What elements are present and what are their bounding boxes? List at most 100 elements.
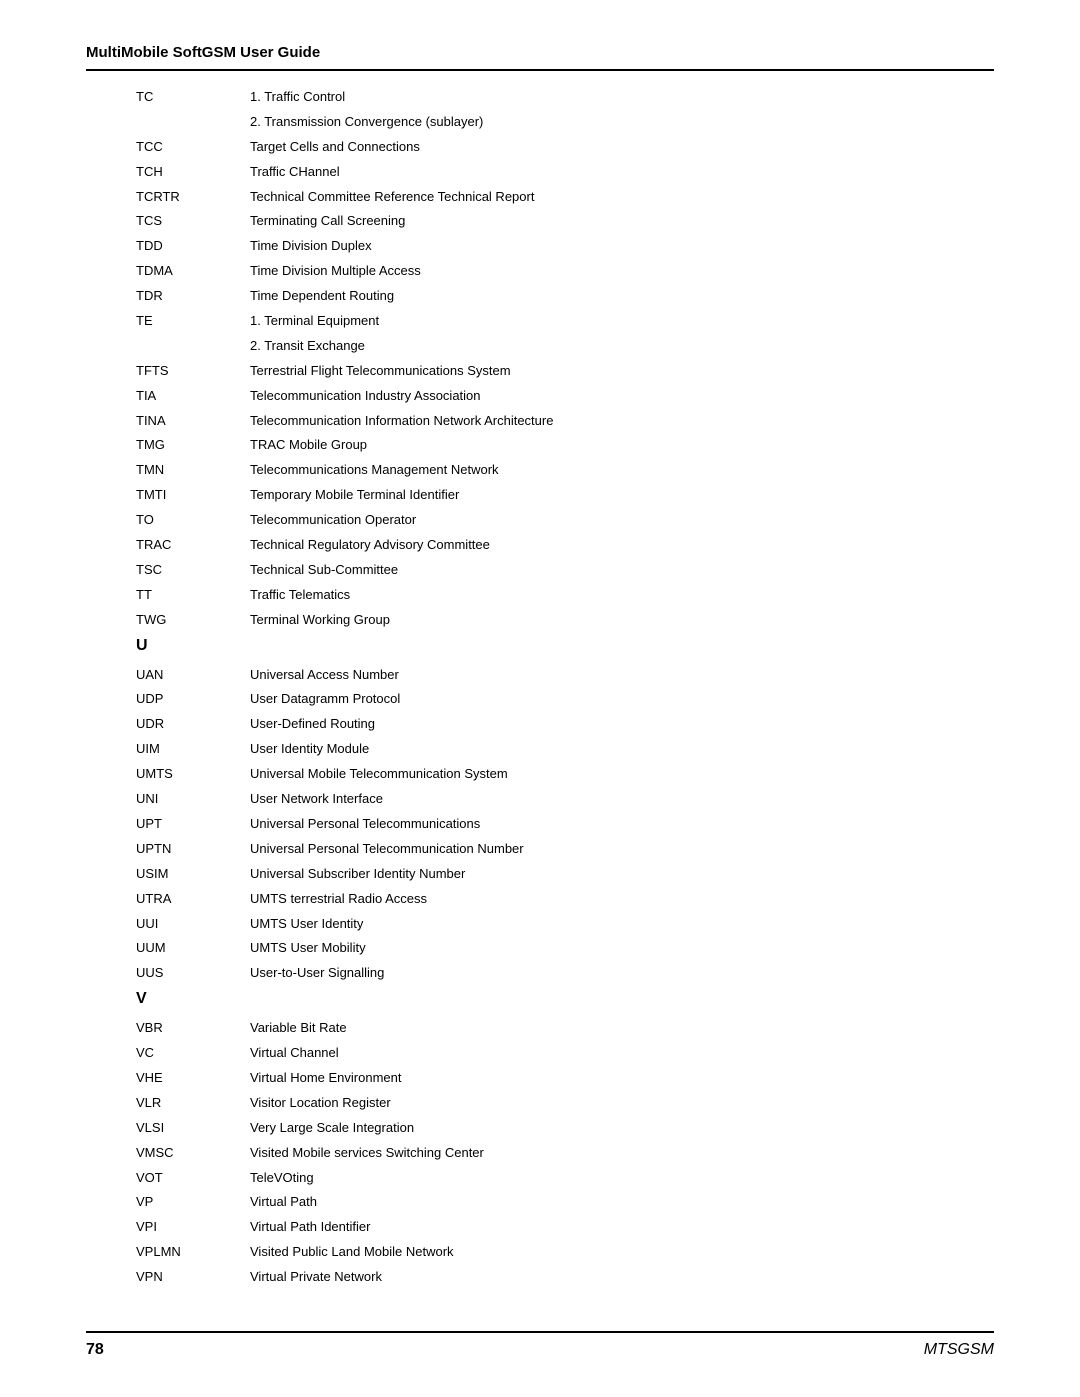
glossary-definition: Time Division Duplex: [250, 238, 994, 255]
glossary-definition: 2. Transit Exchange: [250, 338, 994, 355]
glossary-row: TIATelecommunication Industry Associatio…: [136, 388, 994, 405]
glossary-row: VPVirtual Path: [136, 1194, 994, 1211]
glossary-abbr: TMTI: [136, 487, 250, 504]
glossary-abbr: TDMA: [136, 263, 250, 280]
glossary-row: UUSUser-to-User Signalling: [136, 965, 994, 982]
glossary-definition: Time Dependent Routing: [250, 288, 994, 305]
glossary-row: UUMUMTS User Mobility: [136, 940, 994, 957]
glossary-definition: Universal Access Number: [250, 667, 994, 684]
glossary-row: 2. Transmission Convergence (sublayer): [136, 114, 994, 131]
glossary-abbr: [136, 338, 250, 355]
glossary-definition: Telecommunications Management Network: [250, 462, 994, 479]
glossary-abbr: TC: [136, 89, 250, 106]
glossary-row: VBRVariable Bit Rate: [136, 1020, 994, 1037]
glossary-definition: Technical Committee Reference Technical …: [250, 189, 994, 206]
glossary-definition: Terrestrial Flight Telecommunications Sy…: [250, 363, 994, 380]
glossary-definition: UMTS User Identity: [250, 916, 994, 933]
glossary-row: VMSCVisited Mobile services Switching Ce…: [136, 1145, 994, 1162]
glossary-abbr: TCH: [136, 164, 250, 181]
glossary-row: VPLMNVisited Public Land Mobile Network: [136, 1244, 994, 1261]
glossary-row: TMNTelecommunications Management Network: [136, 462, 994, 479]
glossary-abbr: TT: [136, 587, 250, 604]
glossary-abbr: UUI: [136, 916, 250, 933]
glossary-row: TINATelecommunication Information Networ…: [136, 413, 994, 430]
glossary-abbr: VP: [136, 1194, 250, 1211]
glossary-abbr: VLR: [136, 1095, 250, 1112]
header-divider: [86, 69, 994, 71]
glossary-row: VPIVirtual Path Identifier: [136, 1219, 994, 1236]
glossary-row: 2. Transit Exchange: [136, 338, 994, 355]
glossary-definition: User-to-User Signalling: [250, 965, 994, 982]
glossary-row: TCSTerminating Call Screening: [136, 213, 994, 230]
glossary-definition: User Datagramm Protocol: [250, 691, 994, 708]
glossary-abbr: UUM: [136, 940, 250, 957]
glossary-definition: 2. Transmission Convergence (sublayer): [250, 114, 994, 131]
glossary-abbr: TDD: [136, 238, 250, 255]
glossary-abbr: TCC: [136, 139, 250, 156]
glossary-abbr: UAN: [136, 667, 250, 684]
glossary-definition: UMTS terrestrial Radio Access: [250, 891, 994, 908]
glossary-row: UPTNUniversal Personal Telecommunication…: [136, 841, 994, 858]
glossary-abbr: TINA: [136, 413, 250, 430]
glossary-definition: Technical Sub-Committee: [250, 562, 994, 579]
glossary-row: TCCTarget Cells and Connections: [136, 139, 994, 156]
glossary-definition: Universal Subscriber Identity Number: [250, 866, 994, 883]
glossary-definition: User Identity Module: [250, 741, 994, 758]
glossary-row: USIMUniversal Subscriber Identity Number: [136, 866, 994, 883]
glossary-definition: 1. Terminal Equipment: [250, 313, 994, 330]
glossary-definition: Telecommunication Industry Association: [250, 388, 994, 405]
glossary-row: UTRAUMTS terrestrial Radio Access: [136, 891, 994, 908]
glossary-row: TE1. Terminal Equipment: [136, 313, 994, 330]
glossary-abbr: TIA: [136, 388, 250, 405]
footer-divider: [86, 1331, 994, 1333]
section-heading: V: [136, 990, 994, 1008]
glossary-abbr: VOT: [136, 1170, 250, 1187]
glossary-definition: Visited Mobile services Switching Center: [250, 1145, 994, 1162]
glossary-definition: Virtual Path: [250, 1194, 994, 1211]
glossary-abbr: TWG: [136, 612, 250, 629]
glossary-definition: Virtual Path Identifier: [250, 1219, 994, 1236]
glossary-abbr: USIM: [136, 866, 250, 883]
glossary-abbr: VBR: [136, 1020, 250, 1037]
glossary-row: TDDTime Division Duplex: [136, 238, 994, 255]
glossary-definition: Virtual Home Environment: [250, 1070, 994, 1087]
glossary-row: TSCTechnical Sub-Committee: [136, 562, 994, 579]
glossary-row: VLSIVery Large Scale Integration: [136, 1120, 994, 1137]
glossary-row: UMTSUniversal Mobile Telecommunication S…: [136, 766, 994, 783]
glossary-row: TC1. Traffic Control: [136, 89, 994, 106]
glossary-definition: Visited Public Land Mobile Network: [250, 1244, 994, 1261]
glossary-definition: Traffic CHannel: [250, 164, 994, 181]
glossary-abbr: TMG: [136, 437, 250, 454]
glossary-definition: UMTS User Mobility: [250, 940, 994, 957]
glossary-abbr: TMN: [136, 462, 250, 479]
glossary-abbr: TCRTR: [136, 189, 250, 206]
glossary-abbr: VC: [136, 1045, 250, 1062]
glossary-row: TDMATime Division Multiple Access: [136, 263, 994, 280]
glossary-row: TMTITemporary Mobile Terminal Identifier: [136, 487, 994, 504]
glossary-row: TDRTime Dependent Routing: [136, 288, 994, 305]
glossary-abbr: UTRA: [136, 891, 250, 908]
glossary-definition: Temporary Mobile Terminal Identifier: [250, 487, 994, 504]
glossary-abbr: TCS: [136, 213, 250, 230]
glossary-definition: Terminal Working Group: [250, 612, 994, 629]
glossary-row: UIMUser Identity Module: [136, 741, 994, 758]
glossary-row: UDPUser Datagramm Protocol: [136, 691, 994, 708]
glossary-definition: User-Defined Routing: [250, 716, 994, 733]
glossary-definition: Variable Bit Rate: [250, 1020, 994, 1037]
page-footer: 78 MTSGSM: [86, 1331, 994, 1359]
glossary-abbr: TDR: [136, 288, 250, 305]
glossary-abbr: VPN: [136, 1269, 250, 1286]
page-title: MultiMobile SoftGSM User Guide: [86, 44, 994, 61]
glossary-abbr: UUS: [136, 965, 250, 982]
glossary-definition: Target Cells and Connections: [250, 139, 994, 156]
glossary-abbr: UPTN: [136, 841, 250, 858]
glossary-row: TOTelecommunication Operator: [136, 512, 994, 529]
glossary-abbr: VHE: [136, 1070, 250, 1087]
glossary-row: TRACTechnical Regulatory Advisory Commit…: [136, 537, 994, 554]
glossary-definition: Universal Personal Telecommunications: [250, 816, 994, 833]
section-heading: U: [136, 637, 994, 655]
glossary-definition: Universal Mobile Telecommunication Syste…: [250, 766, 994, 783]
glossary-definition: Virtual Private Network: [250, 1269, 994, 1286]
glossary-row: UPTUniversal Personal Telecommunications: [136, 816, 994, 833]
glossary-abbr: VLSI: [136, 1120, 250, 1137]
